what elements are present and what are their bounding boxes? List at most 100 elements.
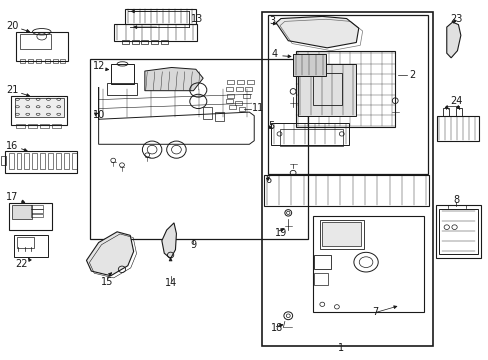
Text: 5: 5 (267, 121, 274, 131)
Bar (24, 153, 29, 169)
Bar (151, 40, 158, 44)
Bar (48, 153, 53, 169)
Bar (227, 80, 234, 84)
Bar (20, 33, 51, 49)
Text: 11: 11 (251, 103, 264, 113)
Bar (238, 107, 245, 111)
Bar (17, 153, 21, 169)
Text: 1: 1 (337, 343, 343, 353)
Text: 17: 17 (6, 192, 19, 202)
Bar (297, 64, 356, 116)
Bar (312, 216, 424, 312)
Bar (30, 205, 42, 208)
Text: 10: 10 (93, 110, 105, 120)
Bar (292, 54, 325, 76)
Bar (228, 105, 235, 109)
Bar (72, 153, 77, 169)
Text: 7: 7 (371, 307, 377, 317)
Bar (225, 99, 232, 103)
Bar (56, 153, 61, 169)
Text: 23: 23 (449, 14, 461, 23)
Bar (161, 40, 167, 44)
Text: 13: 13 (191, 14, 203, 24)
Bar (313, 273, 327, 285)
Text: 9: 9 (190, 240, 196, 250)
Bar (279, 129, 342, 146)
Polygon shape (276, 17, 358, 48)
Text: 15: 15 (101, 277, 113, 287)
Bar (28, 124, 37, 128)
Text: 14: 14 (164, 278, 176, 288)
Bar (455, 108, 461, 116)
Bar (16, 124, 25, 128)
Bar (20, 59, 25, 63)
Bar (225, 87, 232, 91)
Bar (246, 80, 253, 84)
Bar (17, 237, 34, 248)
Text: 21: 21 (6, 85, 19, 95)
Bar (14, 235, 47, 257)
Text: 20: 20 (6, 21, 19, 31)
Bar (435, 205, 480, 258)
Text: 19: 19 (274, 228, 286, 238)
Bar (16, 32, 68, 61)
Bar (131, 40, 138, 44)
Bar (243, 94, 249, 98)
Bar (53, 59, 58, 63)
Bar (313, 255, 330, 269)
Bar (235, 87, 242, 91)
Bar (442, 108, 448, 116)
Bar (30, 209, 42, 213)
Bar (40, 124, 49, 128)
Bar (36, 59, 41, 63)
Text: 16: 16 (6, 141, 19, 151)
Bar (234, 101, 241, 105)
Bar (107, 83, 136, 95)
Text: 3: 3 (269, 16, 275, 26)
Polygon shape (162, 223, 176, 258)
Bar (15, 98, 63, 117)
Bar (271, 123, 348, 145)
Bar (30, 213, 42, 217)
Text: 8: 8 (452, 195, 459, 204)
Bar (1, 156, 6, 165)
Bar (436, 116, 478, 141)
Bar (319, 220, 363, 249)
Bar (52, 124, 61, 128)
Bar (114, 24, 197, 41)
Bar (44, 59, 49, 63)
Bar (64, 153, 69, 169)
Bar (32, 153, 37, 169)
Bar (5, 152, 77, 173)
Bar (312, 73, 341, 105)
Text: 22: 22 (15, 259, 27, 269)
Polygon shape (86, 232, 133, 276)
Text: 12: 12 (93, 62, 105, 71)
Text: 4: 4 (271, 49, 277, 59)
Polygon shape (446, 22, 460, 58)
Bar (215, 112, 224, 121)
Bar (267, 15, 427, 174)
Bar (40, 153, 45, 169)
Bar (12, 205, 31, 219)
Bar (28, 59, 33, 63)
Text: 24: 24 (449, 96, 462, 106)
Text: 6: 6 (265, 175, 271, 185)
Bar (9, 203, 52, 230)
Bar (227, 94, 234, 98)
Text: 2: 2 (408, 69, 414, 80)
Bar (9, 153, 14, 169)
Bar (237, 80, 244, 84)
Bar (141, 40, 148, 44)
Bar (322, 222, 361, 247)
Bar (122, 40, 128, 44)
Bar (438, 208, 477, 254)
Polygon shape (144, 67, 203, 91)
Bar (60, 59, 64, 63)
Text: 18: 18 (271, 323, 283, 333)
Bar (203, 107, 211, 119)
Bar (245, 87, 252, 91)
Bar (111, 64, 134, 84)
Bar (125, 9, 196, 23)
Bar (261, 12, 432, 346)
